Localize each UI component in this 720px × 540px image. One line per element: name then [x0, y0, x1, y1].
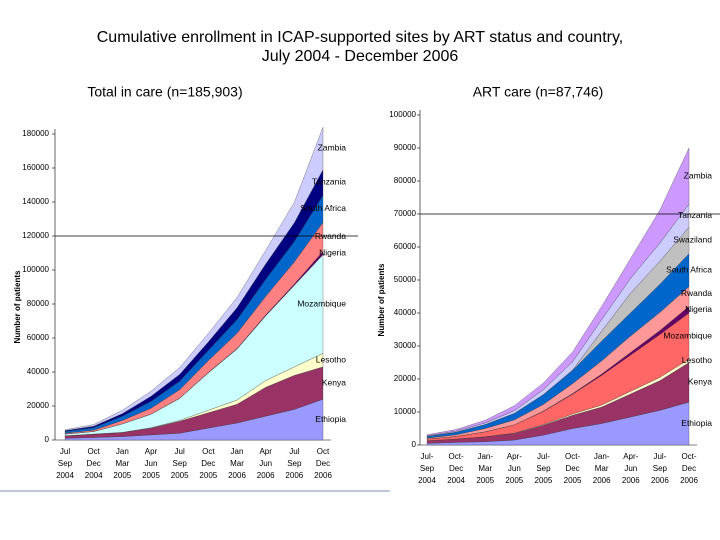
series-label: Nigeria — [319, 247, 346, 257]
series-label: Mozambique — [297, 298, 346, 308]
y-tick-label: 80000 — [27, 299, 50, 308]
y-tick-label: 0 — [45, 435, 50, 444]
y-tick-label: 120000 — [22, 231, 49, 240]
x-tick-label: Jan-Mar 2005 — [476, 452, 494, 485]
x-tick-label: Jan-Mar 2006 — [593, 452, 611, 485]
y-tick-label: 20000 — [27, 401, 50, 410]
series-label: Ethiopia — [315, 414, 346, 424]
y-tick-label: 10000 — [394, 407, 417, 416]
x-tick-label: Jul Sep 2006 — [285, 447, 303, 480]
series-label: Nigeria — [685, 304, 712, 314]
y-tick-label: 180000 — [22, 129, 49, 138]
slide-title: July 2004 - December 2006 — [262, 48, 459, 65]
series-label: Lesotho — [682, 355, 713, 365]
series-label: South Africa — [666, 264, 712, 274]
series-label: Zambia — [318, 143, 347, 153]
x-tick-label: Oct-Dec 2004 — [447, 452, 465, 485]
series-label: Mozambique — [663, 330, 712, 340]
x-tick-label: Jul Sep 2005 — [171, 447, 189, 480]
series-label: Rwanda — [315, 231, 346, 241]
series-label: Tanzania — [678, 210, 712, 220]
y-tick-label: 60000 — [27, 333, 50, 342]
y-tick-label: 70000 — [394, 209, 417, 218]
x-tick-label: Oct-Dec 2006 — [680, 452, 698, 485]
slide-title: Cumulative enrollment in ICAP-supported … — [97, 29, 623, 46]
chart-title: ART care (n=87,746) — [473, 84, 604, 100]
x-tick-label: Jul Sep 2004 — [56, 447, 74, 480]
y-tick-label: 20000 — [394, 374, 417, 383]
y-tick-label: 60000 — [394, 242, 417, 251]
area — [64, 127, 324, 431]
y-tick-label: 100000 — [22, 265, 49, 274]
series-label: Lesotho — [316, 354, 347, 364]
x-tick-label: Oct Dec 2005 — [199, 447, 217, 480]
area — [426, 147, 690, 436]
y-tick-label: 90000 — [394, 143, 417, 152]
y-tick-label: 40000 — [27, 367, 50, 376]
y-tick-label: 160000 — [22, 163, 49, 172]
series-label: Kenya — [688, 377, 712, 387]
series-label: Rwanda — [681, 288, 712, 298]
series-label: Swaziland — [673, 235, 712, 245]
x-tick-label: Apr Jun 2005 — [142, 447, 160, 480]
series-label: South Africa — [300, 203, 346, 213]
y-tick-label: 30000 — [394, 341, 417, 350]
y-tick-label: 50000 — [394, 275, 417, 284]
x-tick-label: Apr Jun 2006 — [257, 447, 275, 480]
x-tick-label: Oct Dec 2004 — [85, 447, 103, 480]
x-tick-label: Apr-Jun 2005 — [505, 452, 523, 485]
x-tick-label: Jul-Sep 2004 — [418, 452, 436, 485]
chart-title: Total in care (n=185,903) — [87, 84, 242, 100]
x-tick-label: Jul-Sep 2006 — [651, 452, 669, 485]
y-tick-label: 0 — [412, 440, 417, 449]
x-tick-label: Jan Mar 2006 — [228, 447, 246, 480]
series-label: Ethiopia — [681, 418, 712, 428]
x-tick-label: Jul-Sep 2005 — [535, 452, 553, 485]
y-tick-label: 100000 — [389, 110, 416, 119]
y-tick-label: 140000 — [22, 197, 49, 206]
series-label: Tanzania — [312, 177, 346, 187]
x-tick-label: Oct Dec 2006 — [314, 447, 332, 480]
y-tick-label: 40000 — [394, 308, 417, 317]
y-axis-label: Number of patients — [13, 270, 22, 343]
series-label: Zambia — [684, 170, 713, 180]
y-tick-label: 80000 — [394, 176, 417, 185]
series-label: Kenya — [322, 377, 346, 387]
x-tick-label: Oct-Dec 2005 — [564, 452, 582, 485]
x-tick-label: Apr-Jun 2006 — [622, 452, 640, 485]
y-axis-label: Number of patients — [377, 263, 386, 336]
x-tick-label: Jan Mar 2005 — [113, 447, 131, 480]
